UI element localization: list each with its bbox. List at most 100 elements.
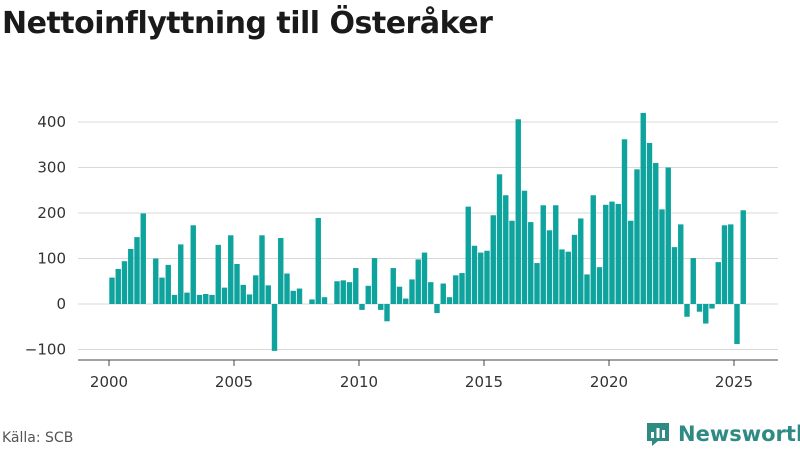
bar <box>584 274 590 304</box>
bar <box>503 195 509 304</box>
bar <box>621 139 628 304</box>
bar <box>346 282 353 304</box>
bar <box>428 282 434 304</box>
chart-title: Nettoinflyttning till Österåker <box>2 6 493 41</box>
bar <box>278 238 284 304</box>
y-tick-label: −100 <box>25 341 66 359</box>
bar <box>340 280 346 304</box>
bar <box>546 230 553 304</box>
bar <box>284 273 290 304</box>
bar <box>321 297 328 304</box>
bar <box>396 286 403 304</box>
bar <box>415 259 421 304</box>
bar <box>128 248 134 304</box>
bar <box>515 119 521 305</box>
bar <box>728 224 734 304</box>
bar <box>253 275 259 304</box>
bar <box>215 244 221 304</box>
bar <box>403 298 409 304</box>
bar <box>740 210 746 304</box>
bar <box>109 277 115 304</box>
bar <box>534 263 540 304</box>
bar <box>734 304 740 345</box>
bar <box>684 304 690 317</box>
newsworthy-logo[interactable]: Newsworthy <box>644 420 800 448</box>
bar <box>359 304 365 310</box>
x-axis <box>78 359 778 366</box>
bar <box>159 277 165 304</box>
bar <box>696 304 703 312</box>
bar <box>665 167 671 304</box>
gridlines <box>78 121 778 350</box>
bar <box>196 294 203 304</box>
newsworthy-logo-text: Newsworthy <box>678 422 800 446</box>
bar <box>378 304 384 310</box>
bar <box>540 205 546 304</box>
bar <box>565 251 571 304</box>
y-tick-label: 400 <box>37 113 66 131</box>
bar <box>715 262 721 304</box>
bar <box>446 297 453 304</box>
bar <box>553 205 559 304</box>
bar <box>421 252 428 304</box>
y-tick-label: 0 <box>56 295 66 313</box>
bar <box>590 195 596 304</box>
bar <box>184 292 190 304</box>
bar <box>234 263 240 304</box>
bar <box>203 293 209 304</box>
bar <box>290 290 296 304</box>
x-tick-label: 2015 <box>465 373 503 391</box>
x-tick-label: 2025 <box>715 373 753 391</box>
bar <box>384 304 390 322</box>
bar <box>528 222 534 304</box>
bar <box>115 268 121 304</box>
bar <box>265 285 271 304</box>
bar <box>390 268 396 304</box>
bar <box>240 284 246 304</box>
bars <box>109 112 746 351</box>
bar <box>678 224 684 304</box>
bar <box>721 225 728 304</box>
bar <box>703 304 709 324</box>
source-note: Källa: SCB <box>2 430 74 446</box>
bar <box>228 235 234 304</box>
bar <box>209 294 215 304</box>
bar <box>134 237 140 304</box>
bar <box>221 287 228 304</box>
x-tick-labels: 2000 2005 2010 2015 2020 2025 <box>90 373 753 391</box>
bar <box>478 252 484 304</box>
x-tick-label: 2010 <box>340 373 378 391</box>
bar <box>615 203 621 304</box>
x-tick-label: 2020 <box>590 373 628 391</box>
bar <box>178 244 184 304</box>
bar <box>603 204 609 304</box>
bar <box>709 304 715 309</box>
bar <box>459 273 465 304</box>
bar <box>165 264 171 304</box>
bar <box>440 283 446 304</box>
bar <box>646 142 653 304</box>
bar <box>453 275 459 304</box>
bar <box>171 294 178 304</box>
bar <box>246 294 253 304</box>
bar <box>596 267 603 304</box>
bar <box>609 201 615 304</box>
bar <box>353 268 359 304</box>
bar <box>521 190 528 304</box>
bar <box>659 209 665 304</box>
bar <box>690 258 696 304</box>
bar <box>471 245 478 304</box>
bar <box>490 215 496 304</box>
bar <box>496 174 503 304</box>
bar <box>334 281 340 304</box>
y-tick-label: 300 <box>37 159 66 177</box>
bar <box>434 304 440 314</box>
bar <box>190 225 196 304</box>
bar <box>671 247 678 304</box>
bar <box>271 304 278 351</box>
x-tick-label: 2000 <box>90 373 128 391</box>
x-tick-label: 2005 <box>215 373 253 391</box>
bar <box>571 234 578 304</box>
bar <box>409 279 415 304</box>
